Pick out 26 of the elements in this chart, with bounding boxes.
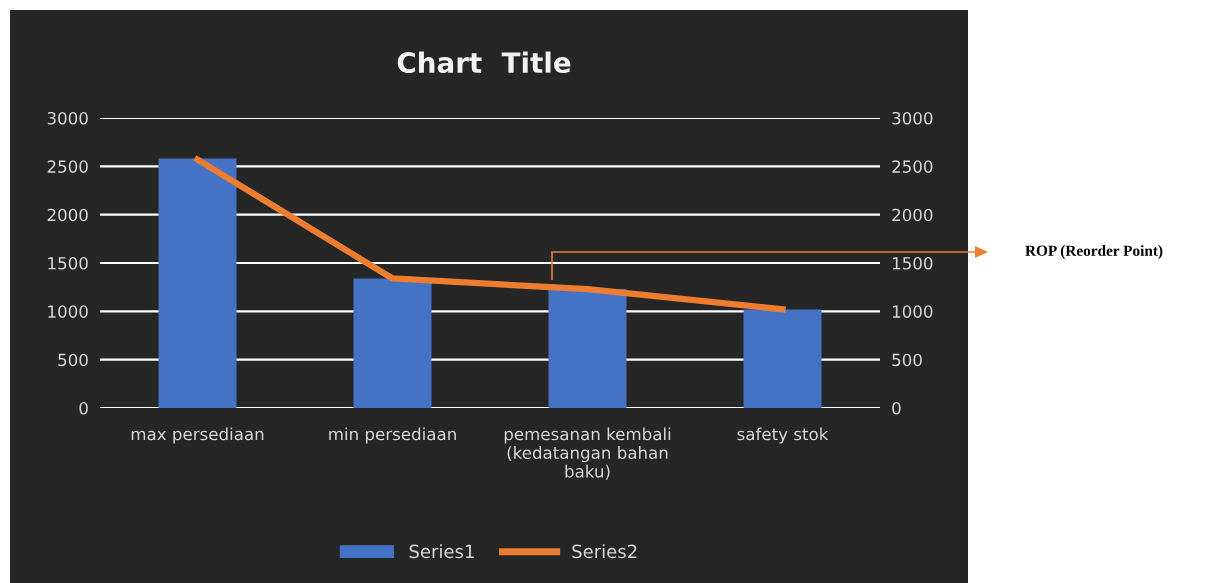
x-tick-label: pemesanan kembali (kedatangan bahan baku) bbox=[504, 427, 671, 480]
y-tick-label: 1000 bbox=[48, 305, 88, 318]
y-tick-label: 2000 bbox=[47, 208, 88, 222]
y-tick-label: 500 bbox=[58, 353, 88, 367]
y2-tick-label: 3000 bbox=[892, 111, 933, 125]
x-tick-label: max persediaan bbox=[131, 427, 264, 444]
y2-tick-label: 1500 bbox=[892, 256, 933, 270]
legend-label: Series1 bbox=[409, 544, 474, 559]
bar bbox=[353, 278, 432, 408]
y2-tick-label: 500 bbox=[892, 353, 922, 367]
y-tick-label: 0 bbox=[79, 401, 88, 415]
y-tick-label: 2500 bbox=[47, 160, 88, 173]
y2-tick-label: 0 bbox=[892, 401, 901, 415]
y2-tick-label: 1000 bbox=[892, 305, 933, 318]
text: ROP (Reorder Point) bbox=[1025, 245, 1163, 259]
x-tick-label: safety stok bbox=[737, 427, 829, 444]
legend-label: Series2 bbox=[572, 544, 637, 559]
y-tick-label: 1500 bbox=[48, 256, 88, 270]
y2-tick-label: 2500 bbox=[892, 160, 933, 173]
y-tick-label: 3000 bbox=[47, 111, 88, 125]
bar bbox=[743, 309, 822, 408]
x-tick-label: min persediaan bbox=[329, 427, 456, 444]
y2-tick-label: 2000 bbox=[892, 208, 933, 222]
chart-title: Chart Title bbox=[397, 51, 571, 74]
bar bbox=[158, 158, 237, 408]
bar bbox=[548, 289, 627, 408]
